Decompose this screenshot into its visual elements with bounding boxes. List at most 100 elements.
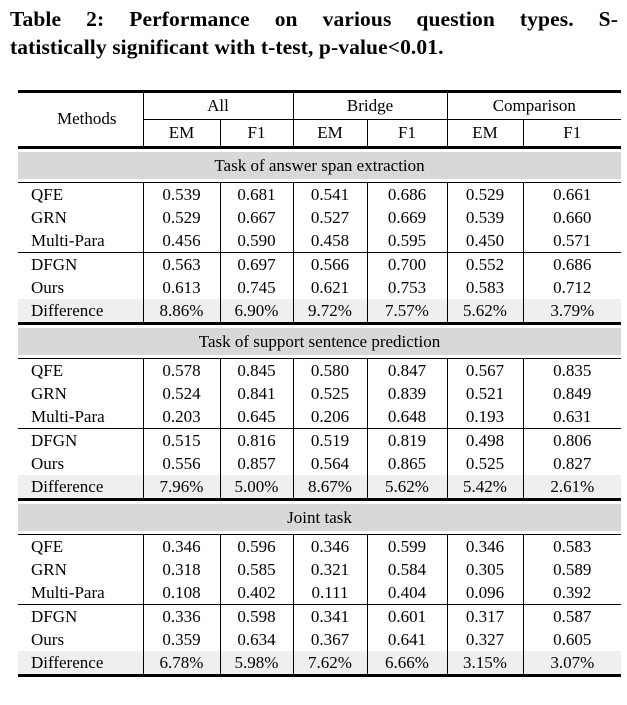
- cell-value: 0.498: [446, 428, 524, 452]
- table-caption: Table 2: Performance on various question…: [10, 6, 618, 62]
- cell-value: 0.527: [292, 205, 368, 229]
- cell-value: 0.111: [292, 580, 368, 605]
- cell-value: 0.450: [446, 228, 524, 253]
- cell-value: 0.563: [142, 252, 220, 276]
- cell-value: 8.86%: [142, 298, 220, 325]
- table-row: QFE 0.346 0.596 0.346 0.599 0.346 0.583: [18, 534, 622, 558]
- cell-value: 0.641: [366, 627, 448, 651]
- cell-value: 0.865: [366, 451, 448, 475]
- table-row: GRN 0.318 0.585 0.321 0.584 0.305 0.589: [18, 557, 622, 581]
- cell-value: 0.660: [522, 205, 622, 229]
- cell-value: 5.42%: [446, 474, 524, 501]
- cell-value: 0.108: [142, 580, 220, 605]
- cell-value: 0.206: [292, 404, 368, 429]
- cell-value: 0.521: [446, 381, 524, 405]
- method-name: DFGN: [31, 254, 78, 274]
- cell-value: 0.585: [219, 557, 294, 581]
- cell-value: 0.595: [366, 228, 448, 253]
- cell-value: 0.601: [366, 604, 448, 628]
- cell-value: 0.667: [219, 205, 294, 229]
- method-name: DFGN: [31, 606, 78, 626]
- cell-value: 0.524: [142, 381, 220, 405]
- cell-value: 0.096: [446, 580, 524, 605]
- cell-value: 0.827: [522, 451, 622, 475]
- cell-value: 0.697: [219, 252, 294, 276]
- cell-value: 0.589: [522, 557, 622, 581]
- cell-value: 3.07%: [522, 650, 622, 677]
- cell-value: 0.645: [219, 404, 294, 429]
- method-name: Multi-Para: [18, 580, 143, 605]
- method-name: QFE: [31, 360, 64, 380]
- section-title-joint-task: Joint task: [18, 499, 622, 535]
- metric-header-all-em: EM: [142, 119, 220, 149]
- cell-value: 0.305: [446, 557, 524, 581]
- cell-value: 0.686: [366, 182, 448, 206]
- section-band-cell: Task of support sentence prediction: [18, 323, 622, 359]
- cell-value: 0.806: [522, 428, 622, 452]
- method-name: Ours: [31, 629, 65, 649]
- cell-value: 5.62%: [446, 298, 524, 325]
- cell-value: 0.318: [142, 557, 220, 581]
- metric-header-bridge-em: EM: [292, 119, 368, 149]
- method-name: Multi-Para: [18, 228, 143, 253]
- cell-value: 0.596: [219, 534, 294, 558]
- cell-value: 0.529: [446, 182, 524, 206]
- table-row: Multi-Para 0.108 0.402 0.111 0.404 0.096…: [18, 580, 622, 605]
- cell-value: 0.700: [366, 252, 448, 276]
- section-band-cell: Joint task: [18, 499, 622, 535]
- cell-value: 0.835: [522, 358, 622, 382]
- cell-value: 3.15%: [446, 650, 524, 677]
- cell-value: 0.346: [446, 534, 524, 558]
- cell-value: 0.634: [219, 627, 294, 651]
- metric-header-comparison-f1: F1: [522, 119, 622, 149]
- cell-value: 0.346: [292, 534, 368, 558]
- cell-value: 0.456: [142, 228, 220, 253]
- cell-value: 0.529: [142, 205, 220, 229]
- method-name: Ours: [31, 453, 65, 473]
- cell-value: 0.404: [366, 580, 448, 605]
- section-title-support-sentence-prediction: Task of support sentence prediction: [18, 323, 622, 359]
- cell-value: 0.839: [366, 381, 448, 405]
- cell-value: 0.571: [522, 228, 622, 253]
- table-row: DFGN 0.336 0.598 0.341 0.601 0.317 0.587: [18, 604, 622, 628]
- cell-value: 6.66%: [366, 650, 448, 677]
- cell-value: 0.621: [292, 275, 368, 299]
- cell-value: 0.847: [366, 358, 448, 382]
- cell-value: 0.841: [219, 381, 294, 405]
- cell-value: 5.00%: [219, 474, 294, 501]
- cell-value: 0.566: [292, 252, 368, 276]
- method-name: Difference: [18, 474, 143, 501]
- cell-value: 0.753: [366, 275, 448, 299]
- cell-value: 0.849: [522, 381, 622, 405]
- cell-value: 8.67%: [292, 474, 368, 501]
- cell-value: 0.661: [522, 182, 622, 206]
- cell-value: 0.539: [446, 205, 524, 229]
- cell-value: 0.648: [366, 404, 448, 429]
- group-header-all: All: [142, 91, 294, 120]
- table-row: Ours 0.359 0.634 0.367 0.641 0.327 0.605: [18, 627, 622, 651]
- table-row: QFE 0.539 0.681 0.541 0.686 0.529 0.661: [18, 182, 622, 206]
- cell-value: 0.341: [292, 604, 368, 628]
- section-band-cell: Task of answer span extraction: [18, 147, 622, 183]
- cell-value: 0.583: [522, 534, 622, 558]
- cell-value: 0.567: [446, 358, 524, 382]
- method-name: Ours: [31, 277, 65, 297]
- difference-row: Difference 7.96% 5.00% 8.67% 5.62% 5.42%…: [18, 474, 622, 501]
- cell-value: 7.62%: [292, 650, 368, 677]
- table-row: GRN 0.529 0.667 0.527 0.669 0.539 0.660: [18, 205, 622, 229]
- cell-value: 0.580: [292, 358, 368, 382]
- cell-value: 0.584: [366, 557, 448, 581]
- table-row: DFGN 0.563 0.697 0.566 0.700 0.552 0.686: [18, 252, 622, 276]
- cell-value: 7.57%: [366, 298, 448, 325]
- cell-value: 0.321: [292, 557, 368, 581]
- cell-value: 0.605: [522, 627, 622, 651]
- metric-header-all-f1: F1: [219, 119, 294, 149]
- cell-value: 0.816: [219, 428, 294, 452]
- difference-row: Difference 8.86% 6.90% 9.72% 7.57% 5.62%…: [18, 298, 622, 325]
- cell-value: 6.78%: [142, 650, 220, 677]
- group-header-row: Methods All Bridge Comparison: [18, 91, 622, 149]
- cell-value: 6.90%: [219, 298, 294, 325]
- table-row: Ours 0.613 0.745 0.621 0.753 0.583 0.712: [18, 275, 622, 299]
- difference-row: Difference 6.78% 5.98% 7.62% 6.66% 3.15%…: [18, 650, 622, 677]
- cell-value: 5.62%: [366, 474, 448, 501]
